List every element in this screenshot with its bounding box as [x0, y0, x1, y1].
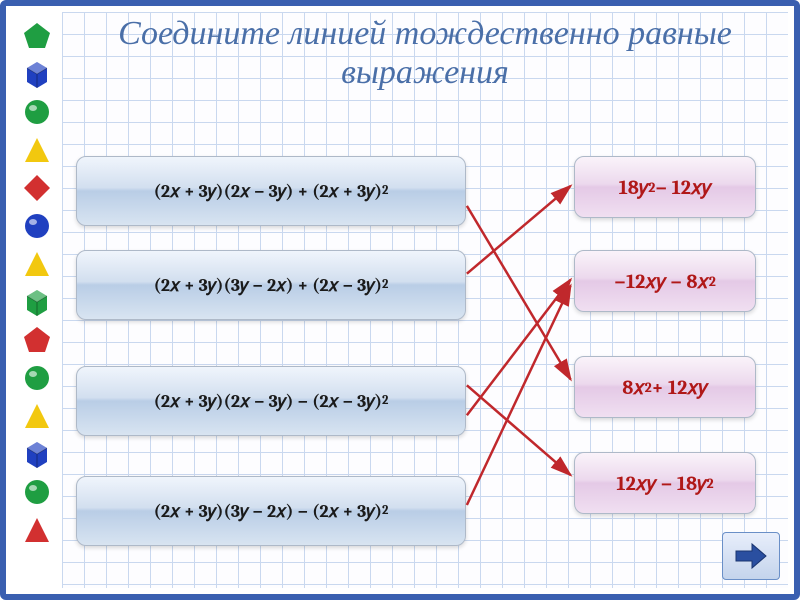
right-expression-3[interactable]: 8𝑥2 + 12𝑥𝑦: [574, 356, 756, 418]
cube-icon: [21, 438, 53, 470]
right-expression-2[interactable]: −12𝑥𝑦 − 8𝑥2: [574, 250, 756, 312]
next-button[interactable]: [722, 532, 780, 580]
right-expression-1[interactable]: 18𝑦2 − 12𝑥𝑦: [574, 156, 756, 218]
diamond-icon: [21, 172, 53, 204]
arrow-right-icon: [734, 541, 768, 571]
triangle-icon: [21, 134, 53, 166]
slide-frame: Соедините линией тождественно равные выр…: [0, 0, 800, 600]
circle-icon: [21, 96, 53, 128]
left-expression-1[interactable]: (2𝑥 + 3𝑦)(2𝑥 − 3𝑦) + (2𝑥 + 3𝑦)2: [76, 156, 466, 226]
right-expression-4[interactable]: 12𝑥𝑦 − 18𝑦2: [574, 452, 756, 514]
left-expression-4[interactable]: (2𝑥 + 3𝑦)(3𝑦 − 2𝑥) − (2𝑥 + 3𝑦)2: [76, 476, 466, 546]
pentagon-icon: [21, 324, 53, 356]
circle-icon: [21, 362, 53, 394]
pentagon-icon: [21, 20, 53, 52]
content-area: (2𝑥 + 3𝑦)(2𝑥 − 3𝑦) + (2𝑥 + 3𝑦)2 (2𝑥 + 3𝑦)…: [76, 156, 774, 574]
left-expression-3[interactable]: (2𝑥 + 3𝑦)(2𝑥 − 3𝑦) − (2𝑥 − 3𝑦)2: [76, 366, 466, 436]
left-expression-2[interactable]: (2𝑥 + 3𝑦)(3𝑦 − 2𝑥) + (2𝑥 − 3𝑦)2: [76, 250, 466, 320]
slide-title: Соедините линией тождественно равные выр…: [76, 14, 774, 92]
triangle-icon: [21, 514, 53, 546]
triangle-icon: [21, 400, 53, 432]
shape-strip: [12, 12, 62, 588]
circle-icon: [21, 476, 53, 508]
cube-icon: [21, 58, 53, 90]
triangle-icon: [21, 248, 53, 280]
circle-icon: [21, 210, 53, 242]
cube-icon: [21, 286, 53, 318]
